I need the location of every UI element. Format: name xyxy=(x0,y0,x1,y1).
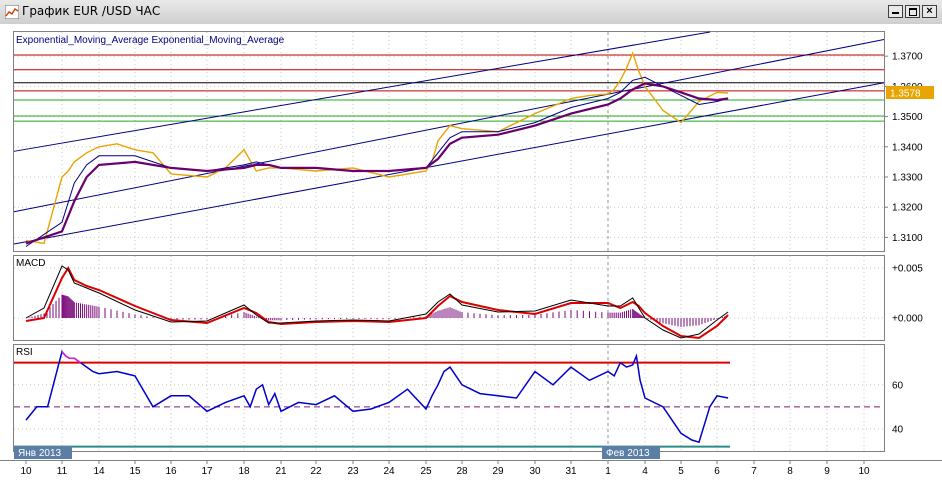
x-tick-label: 10 xyxy=(858,466,870,477)
channel-trendline xyxy=(13,82,885,245)
x-tick-label: 15 xyxy=(129,466,141,477)
macd-panel xyxy=(13,255,885,341)
x-tick-label: 24 xyxy=(383,466,395,477)
x-tick-label: 6 xyxy=(714,466,720,477)
current-price-label: 1.3578 xyxy=(890,89,921,100)
price-chart xyxy=(13,31,885,247)
price-panel xyxy=(13,31,885,252)
x-tick-label: 25 xyxy=(420,466,432,477)
rsi-line xyxy=(25,350,729,444)
axis-labels: 1.37001.36001.35001.34001.33001.32001.31… xyxy=(20,52,923,477)
price-y-tick-label: 1.3100 xyxy=(892,233,923,244)
macd-macd-line xyxy=(25,265,729,339)
channel-trendline xyxy=(13,31,711,152)
rsi-overbought-segment xyxy=(61,351,67,357)
minimize-icon xyxy=(892,12,899,14)
x-tick-label: 30 xyxy=(529,466,541,477)
month-marker-jan xyxy=(14,446,72,459)
x-tick-label: 4 xyxy=(642,466,648,477)
rsi-y-tick-label: 60 xyxy=(892,380,904,391)
month-label-feb: Фев 2013 xyxy=(606,448,650,459)
x-tick-label: 28 xyxy=(456,466,468,477)
month-label-jan: Янв 2013 xyxy=(18,448,62,459)
macd-panel-title: MACD xyxy=(16,258,45,269)
macd-chart xyxy=(25,265,729,340)
macd-y-tick-label: +0.005 xyxy=(892,264,923,275)
title-bar[interactable]: График EUR /USD ЧАС × xyxy=(0,0,942,25)
rsi-overbought-segment xyxy=(65,355,70,359)
macd-y-tick-label: +0.000 xyxy=(892,314,923,325)
close-button[interactable]: × xyxy=(922,5,937,18)
price-y-tick-label: 1.3700 xyxy=(892,52,923,63)
x-tick-label: 10 xyxy=(20,466,32,477)
price-y-tick-label: 1.3500 xyxy=(892,112,923,123)
x-tick-label: 21 xyxy=(275,466,287,477)
price-line xyxy=(25,51,729,245)
rsi-panel xyxy=(13,344,885,452)
x-tick-label: 14 xyxy=(93,466,105,477)
minimize-button[interactable] xyxy=(888,5,903,18)
x-tick-label: 29 xyxy=(492,466,504,477)
x-tick-label: 1 xyxy=(605,466,611,477)
x-tick-label: 31 xyxy=(565,466,577,477)
rsi-overbought-segment xyxy=(73,357,81,364)
channel-trendline xyxy=(13,39,885,213)
chart-background xyxy=(0,24,942,482)
x-tick-label: 8 xyxy=(787,466,793,477)
x-tick-label: 9 xyxy=(824,466,830,477)
x-tick-label: 23 xyxy=(347,466,359,477)
month-marker-feb xyxy=(602,446,660,459)
restore-button[interactable] xyxy=(905,5,920,18)
chart-area[interactable]: 1.37001.36001.35001.34001.33001.32001.31… xyxy=(0,24,942,482)
macd-signal-line xyxy=(25,265,729,340)
x-tick-label: 16 xyxy=(165,466,177,477)
rsi-panel-title: RSI xyxy=(16,347,33,358)
price-y-tick-label: 1.3200 xyxy=(892,203,923,214)
x-tick-label: 5 xyxy=(678,466,684,477)
current-price-marker xyxy=(886,86,934,99)
price-y-tick-label: 1.3400 xyxy=(892,142,923,153)
grid-layer xyxy=(14,32,884,451)
chart-window-icon xyxy=(5,5,19,19)
close-icon: × xyxy=(926,5,933,17)
x-tick-label: 18 xyxy=(238,466,250,477)
x-tick-label: 22 xyxy=(310,466,322,477)
restore-icon xyxy=(909,8,917,16)
window-title: График EUR /USD ЧАС xyxy=(22,4,161,18)
x-tick-label: 7 xyxy=(751,466,757,477)
x-tick-label: 17 xyxy=(201,466,213,477)
price-panel-title: Exponential_Moving_Average Exponential_M… xyxy=(16,35,285,46)
rsi-y-tick-label: 40 xyxy=(892,424,904,435)
ema-slow-line xyxy=(25,82,729,245)
x-tick-label: 11 xyxy=(57,466,68,477)
price-y-tick-label: 1.3300 xyxy=(892,172,923,183)
